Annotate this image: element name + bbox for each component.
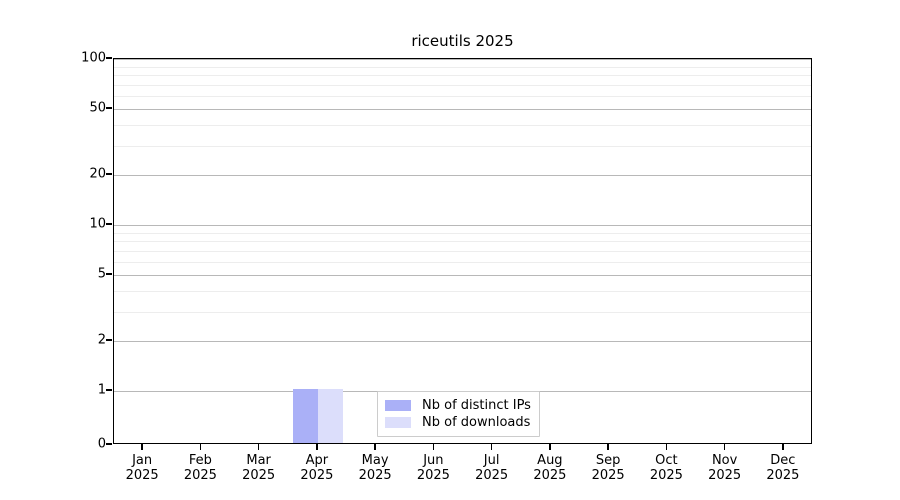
- x-tick-mark: [607, 444, 609, 450]
- x-tick-mark: [665, 444, 668, 450]
- gridline-minor: [114, 261, 811, 263]
- gridline-minor: [114, 145, 811, 147]
- x-tick-label: Jan 2025: [126, 453, 159, 483]
- x-tick-month: Jun: [423, 453, 444, 468]
- bar: [292, 388, 318, 443]
- x-tick-month: Aug: [537, 453, 563, 468]
- x-tick-label: Feb 2025: [184, 453, 217, 483]
- gridline-minor: [114, 311, 811, 313]
- legend-item[interactable]: Nb of distinct IPs: [385, 397, 531, 414]
- x-tick-label: Mar 2025: [242, 453, 275, 483]
- x-tick-year: 2025: [766, 468, 800, 483]
- x-tick-label: May 2025: [359, 453, 392, 483]
- legend-swatch: [385, 417, 411, 428]
- x-tick-year: 2025: [416, 468, 450, 483]
- x-tick-month: Sep: [595, 453, 621, 468]
- y-tick-label: 1: [97, 382, 106, 398]
- x-tick-label: Dec 2025: [766, 453, 799, 483]
- y-tick-label: 5: [97, 266, 106, 282]
- x-tick-month: Apr: [305, 453, 329, 468]
- x-tick-mark: [141, 444, 143, 450]
- y-tick-mark: [106, 223, 112, 225]
- gridline-major: [114, 108, 811, 110]
- x-tick-mark: [374, 444, 376, 450]
- x-tick-label: Apr 2025: [300, 453, 333, 483]
- x-tick-month: May: [361, 453, 389, 468]
- gridline-major: [114, 59, 811, 60]
- x-tick-year: 2025: [183, 468, 217, 483]
- x-tick-mark: [199, 444, 202, 450]
- x-tick-year: 2025: [475, 468, 509, 483]
- x-tick-label: Aug 2025: [533, 453, 566, 483]
- x-tick-month: Oct: [655, 453, 678, 468]
- x-tick-month: Nov: [711, 453, 738, 468]
- gridline-minor: [114, 250, 811, 252]
- bar: [317, 388, 343, 443]
- plot-area: [113, 58, 812, 444]
- x-tick-month: Feb: [188, 453, 212, 468]
- x-tick-month: Dec: [770, 453, 796, 468]
- x-tick-label: Nov 2025: [708, 453, 741, 483]
- x-tick-mark: [723, 444, 726, 450]
- x-tick-month: Mar: [246, 453, 271, 468]
- x-tick-year: 2025: [358, 468, 392, 483]
- gridline-major: [114, 274, 811, 276]
- y-tick-label: 100: [81, 50, 106, 66]
- y-tick-mark: [106, 173, 112, 175]
- x-tick-mark: [432, 444, 435, 450]
- legend-label: Nb of downloads: [422, 415, 531, 430]
- y-tick-mark: [106, 273, 112, 275]
- gridline-minor: [114, 241, 811, 243]
- y-axis-tick-labels: 0 1 2 5 10 20 50 100: [55, 51, 106, 452]
- x-tick-mark: [549, 444, 551, 450]
- chart-legend: Nb of distinct IPs Nb of downloads: [377, 391, 540, 437]
- x-tick-month: Jan: [132, 453, 153, 468]
- gridline-minor: [114, 291, 811, 293]
- y-tick-mark: [106, 107, 112, 109]
- gridline-major: [114, 224, 811, 226]
- y-tick-label: 2: [97, 332, 106, 348]
- gridline-major: [114, 175, 811, 177]
- x-tick-month: Jul: [483, 453, 500, 468]
- x-tick-year: 2025: [533, 468, 567, 483]
- x-tick-label: Jun 2025: [417, 453, 450, 483]
- x-tick-year: 2025: [300, 468, 334, 483]
- gridline-minor: [114, 232, 811, 234]
- legend-label: Nb of distinct IPs: [422, 398, 531, 413]
- x-tick-label: Jul 2025: [475, 453, 508, 483]
- y-tick-mark: [106, 339, 112, 341]
- x-tick-year: 2025: [649, 468, 683, 483]
- x-tick-year: 2025: [242, 468, 276, 483]
- gridline-major: [114, 341, 811, 342]
- x-tick-mark: [257, 444, 260, 450]
- x-tick-mark: [782, 444, 784, 450]
- gridline-minor: [114, 95, 811, 97]
- x-tick-label: Oct 2025: [650, 453, 683, 483]
- x-tick-label: Sep 2025: [592, 453, 625, 483]
- x-axis-tick-labels: Jan 2025 Feb 2025 Mar 2025 Apr 2025 May 2025 Jun 20…: [113, 444, 812, 494]
- chart-title: riceutils 2025: [411, 32, 514, 50]
- gridline-minor: [114, 125, 811, 127]
- y-tick-label: 10: [89, 216, 106, 232]
- y-tick-mark: [106, 57, 112, 59]
- x-tick-year: 2025: [591, 468, 625, 483]
- x-tick-mark: [490, 444, 493, 450]
- x-tick-year: 2025: [708, 468, 742, 483]
- legend-item[interactable]: Nb of downloads: [385, 414, 531, 431]
- x-tick-year: 2025: [125, 468, 159, 483]
- y-tick-mark: [106, 443, 112, 445]
- gridline-minor: [114, 75, 811, 77]
- x-tick-mark: [316, 444, 318, 450]
- y-tick-label: 0: [97, 436, 106, 452]
- y-tick-mark: [106, 389, 112, 391]
- legend-swatch: [385, 400, 411, 411]
- gridline-minor: [114, 66, 811, 68]
- y-tick-label: 50: [89, 100, 106, 116]
- gridline-minor: [114, 84, 811, 86]
- y-tick-label: 20: [89, 166, 106, 182]
